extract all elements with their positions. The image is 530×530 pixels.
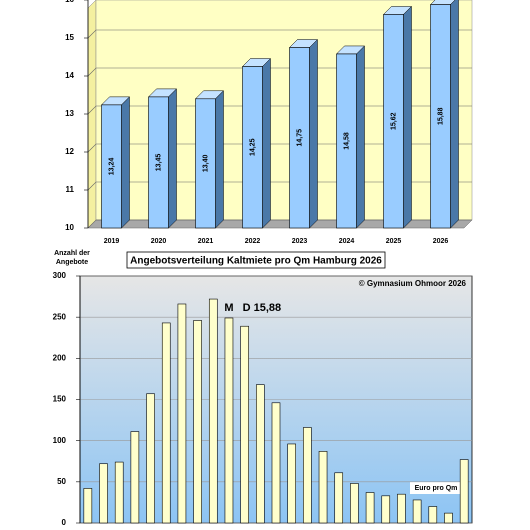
y-tick-label: 12 (65, 147, 74, 156)
bar-side (403, 5, 412, 229)
value-label: 15,88 (437, 107, 444, 125)
bar (114, 461, 124, 524)
annotation: © Gymnasium Ohmoor 2026 (359, 279, 467, 288)
x-label-box (410, 482, 462, 494)
value-label: 14,75 (296, 129, 303, 147)
annotation: D 15,88 (243, 302, 282, 314)
value-label: 13,40 (202, 155, 209, 173)
bar (459, 459, 469, 524)
bar (381, 495, 391, 524)
bar-side (168, 88, 177, 229)
bar (256, 384, 265, 524)
annotation: M (224, 302, 233, 314)
bar (101, 104, 122, 229)
bar (177, 303, 187, 524)
bar-side (450, 0, 459, 229)
x-tick-label: 2025 (386, 238, 402, 245)
x-tick-label: 2022 (245, 238, 261, 245)
value-label: 13,24 (108, 158, 115, 176)
bar (146, 393, 155, 524)
bar (303, 427, 312, 524)
y-tick-label: 100 (53, 436, 67, 445)
bar (224, 317, 234, 524)
x-tick-label: 2026 (433, 238, 449, 245)
bar (130, 431, 140, 524)
y-tick-label: 50 (57, 477, 66, 486)
bar (428, 506, 438, 524)
y-axis-label: Anzahl der Angebote (54, 250, 90, 266)
y-tick-label: 16 (65, 0, 74, 4)
chart-title: Angebotsverteilung Kaltmiete pro Qm Hamb… (130, 256, 382, 267)
x-tick-label: 2019 (104, 238, 120, 245)
bar (334, 472, 344, 524)
bar (271, 402, 281, 524)
bar-side (356, 45, 365, 229)
bar (240, 325, 249, 524)
y-tick-label: 13 (65, 109, 74, 118)
value-label: 14,25 (249, 138, 256, 156)
bar (289, 47, 310, 229)
bar (397, 493, 406, 524)
bar-side (215, 90, 224, 229)
bar (444, 512, 453, 524)
bar (242, 66, 263, 229)
bar-side (121, 96, 130, 229)
value-label: 14,58 (343, 132, 350, 150)
y-tick-label: 10 (65, 223, 74, 232)
y-tick-label: 300 (53, 271, 67, 280)
x-axis-label: Euro pro Qm (415, 485, 458, 492)
bar-side (309, 38, 318, 229)
x-tick-label: 2023 (292, 238, 308, 245)
grid-line (87, 29, 472, 39)
bar (383, 14, 404, 229)
bar (208, 298, 218, 524)
bar (193, 320, 202, 524)
bar (161, 322, 171, 524)
bar (287, 443, 296, 524)
title-box (126, 251, 386, 269)
bar-side (262, 57, 271, 229)
bar (412, 499, 422, 524)
x-tick-label: 2024 (339, 238, 355, 245)
y-tick-label: 15 (65, 33, 74, 42)
x-tick-label: 2021 (198, 238, 214, 245)
y-tick-label: 11 (66, 185, 75, 194)
bar (148, 96, 169, 229)
y-tick-label: 14 (65, 71, 74, 80)
bar (99, 463, 108, 524)
bar (195, 98, 216, 229)
y-tick-label: 150 (53, 395, 67, 404)
y-tick-label: 250 (53, 312, 67, 321)
bar (336, 53, 357, 229)
bar (430, 4, 451, 229)
y-tick-label: 0 (62, 518, 67, 527)
value-label: 15,62 (390, 112, 397, 130)
floor (87, 219, 473, 229)
bar (83, 488, 93, 524)
y-tick-label: 200 (53, 353, 67, 362)
bar (350, 483, 359, 524)
value-label: 13,45 (155, 154, 162, 172)
bar (365, 492, 375, 524)
x-tick-label: 2020 (151, 238, 167, 245)
bar (318, 451, 328, 524)
